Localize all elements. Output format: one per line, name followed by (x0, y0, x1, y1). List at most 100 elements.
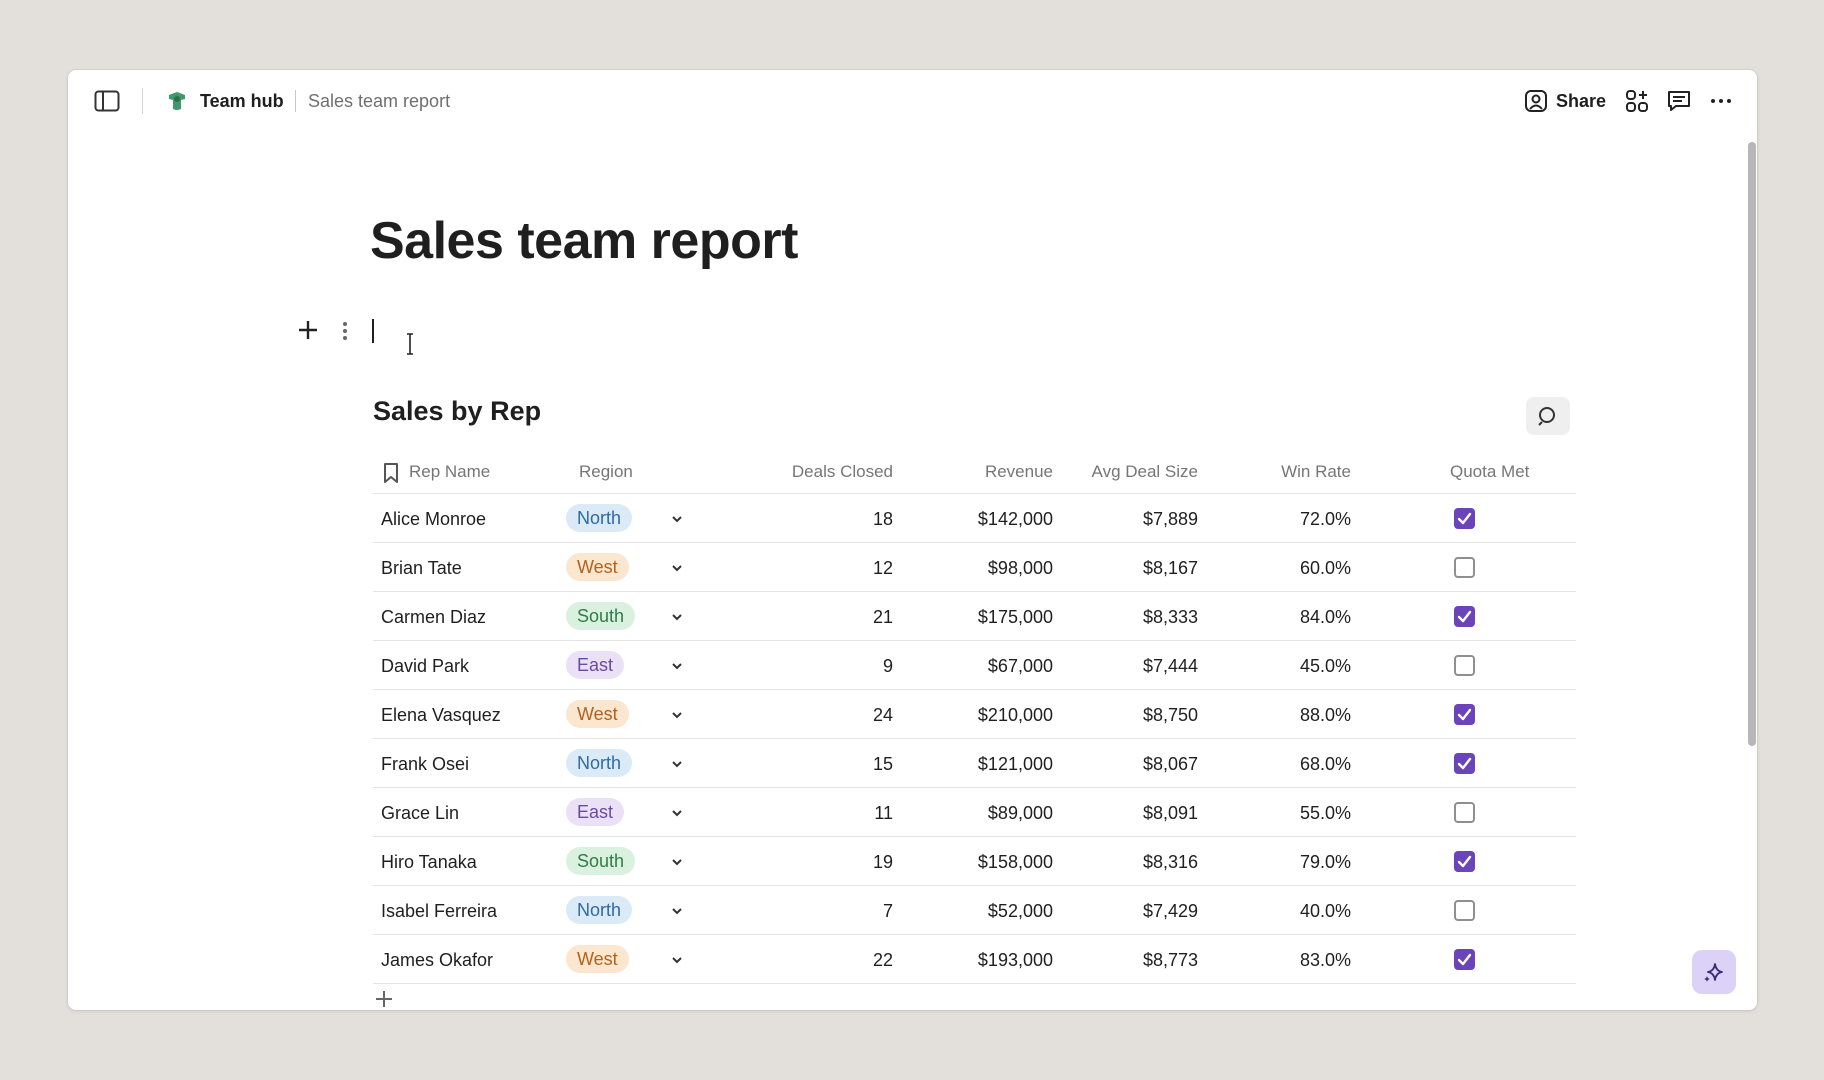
table-row[interactable]: Frank Osei North 15 $121,000 $8,067 68.0% (373, 739, 1576, 788)
revenue-cell[interactable]: $193,000 (977, 950, 1053, 970)
rep-name-cell[interactable]: Alice Monroe (381, 509, 487, 529)
deals-closed-cell[interactable]: 7 (882, 901, 893, 921)
table-search-button[interactable] (1526, 397, 1570, 435)
region-tag[interactable]: West (566, 553, 629, 581)
avg-deal-size-cell[interactable]: $8,067 (1142, 754, 1198, 774)
revenue-cell[interactable]: $98,000 (987, 558, 1053, 578)
comment-icon[interactable] (1666, 88, 1692, 114)
chevron-down-icon[interactable] (670, 512, 684, 526)
win-rate-cell[interactable]: 40.0% (1299, 901, 1351, 921)
win-rate-cell[interactable]: 88.0% (1299, 705, 1351, 725)
chevron-down-icon[interactable] (670, 806, 684, 820)
revenue-cell[interactable]: $89,000 (987, 803, 1053, 823)
rep-name-cell[interactable]: David Park (381, 656, 470, 676)
revenue-cell[interactable]: $121,000 (977, 754, 1053, 774)
table-row[interactable]: Alice Monroe North 18 $142,000 $7,889 72.0% (373, 494, 1576, 543)
column-header-deals-closed[interactable]: Deals Closed (791, 462, 893, 481)
region-tag[interactable]: East (566, 798, 625, 826)
quota-met-checkbox[interactable] (1454, 753, 1475, 774)
win-rate-cell[interactable]: 60.0% (1299, 558, 1351, 578)
chevron-down-icon[interactable] (670, 708, 684, 722)
column-header-avg-deal-size[interactable]: Avg Deal Size (1091, 462, 1198, 481)
quota-met-checkbox[interactable] (1454, 655, 1475, 676)
share-button[interactable]: Share (1524, 86, 1606, 116)
quota-met-checkbox[interactable] (1454, 900, 1475, 921)
breadcrumb-current-page[interactable]: Sales team report (308, 91, 451, 111)
text-caret[interactable] (372, 319, 374, 343)
rep-name-cell[interactable]: Carmen Diaz (381, 607, 487, 627)
rep-name-cell[interactable]: Brian Tate (381, 558, 462, 578)
quota-met-checkbox[interactable] (1454, 557, 1475, 578)
chevron-down-icon[interactable] (670, 855, 684, 869)
win-rate-cell[interactable]: 84.0% (1299, 607, 1351, 627)
win-rate-cell[interactable]: 68.0% (1299, 754, 1351, 774)
revenue-cell[interactable]: $67,000 (987, 656, 1053, 676)
region-tag[interactable]: West (566, 700, 629, 728)
region-tag[interactable]: North (566, 504, 633, 532)
deals-closed-cell[interactable]: 22 (872, 950, 893, 970)
deals-closed-cell[interactable]: 11 (874, 803, 893, 823)
table-row[interactable]: Brian Tate West 12 $98,000 $8,167 60.0% (373, 543, 1576, 592)
avg-deal-size-cell[interactable]: $8,773 (1142, 950, 1198, 970)
avg-deal-size-cell[interactable]: $8,333 (1142, 607, 1198, 627)
rep-name-cell[interactable]: Hiro Tanaka (381, 852, 477, 872)
quota-met-checkbox[interactable] (1454, 851, 1475, 872)
region-tag[interactable]: West (566, 945, 629, 973)
column-header-revenue[interactable]: Revenue (984, 462, 1053, 481)
chevron-down-icon[interactable] (670, 561, 684, 575)
region-tag[interactable]: North (566, 749, 633, 777)
region-tag[interactable]: South (566, 847, 636, 875)
rep-name-cell[interactable]: Isabel Ferreira (381, 901, 498, 921)
avg-deal-size-cell[interactable]: $8,091 (1142, 803, 1198, 823)
avg-deal-size-cell[interactable]: $8,316 (1142, 852, 1198, 872)
apps-grid-icon[interactable] (1624, 88, 1650, 114)
quota-met-checkbox[interactable] (1454, 606, 1475, 627)
more-horizontal-icon[interactable] (1708, 88, 1734, 114)
deals-closed-cell[interactable]: 15 (872, 754, 893, 774)
column-header-rep-name[interactable]: Rep Name (409, 462, 491, 481)
table-row[interactable]: David Park East 9 $67,000 $7,444 45.0% (373, 641, 1576, 690)
win-rate-cell[interactable]: 83.0% (1299, 950, 1351, 970)
region-tag[interactable]: North (566, 896, 633, 924)
deals-closed-cell[interactable]: 18 (872, 509, 893, 529)
revenue-cell[interactable]: $175,000 (977, 607, 1053, 627)
rep-name-cell[interactable]: Frank Osei (381, 754, 470, 774)
revenue-cell[interactable]: $52,000 (987, 901, 1053, 921)
chevron-down-icon[interactable] (670, 757, 684, 771)
region-tag[interactable]: East (566, 651, 625, 679)
table-row[interactable]: Isabel Ferreira North 7 $52,000 $7,429 40.0% (373, 886, 1576, 935)
win-rate-cell[interactable]: 72.0% (1299, 509, 1351, 529)
scrollbar-thumb[interactable] (1748, 142, 1756, 746)
column-header-win-rate[interactable]: Win Rate (1281, 462, 1351, 481)
breadcrumb-team-hub[interactable]: Team hub (200, 91, 284, 111)
avg-deal-size-cell[interactable]: $8,750 (1142, 705, 1198, 725)
chevron-down-icon[interactable] (670, 953, 684, 967)
avg-deal-size-cell[interactable]: $7,889 (1142, 509, 1198, 529)
rep-name-cell[interactable]: Elena Vasquez (381, 705, 501, 725)
deals-closed-cell[interactable]: 21 (872, 607, 893, 627)
column-header-quota-met[interactable]: Quota Met (1450, 462, 1530, 481)
quota-met-checkbox[interactable] (1454, 508, 1475, 529)
win-rate-cell[interactable]: 55.0% (1299, 803, 1351, 823)
region-tag[interactable]: South (566, 602, 636, 630)
table-row[interactable]: Hiro Tanaka South 19 $158,000 $8,316 79.0% (373, 837, 1576, 886)
chevron-down-icon[interactable] (670, 904, 684, 918)
table-row[interactable]: Grace Lin East 11 $89,000 $8,091 55.0% (373, 788, 1576, 837)
table-row[interactable]: Carmen Diaz South 21 $175,000 $8,333 84.0% (373, 592, 1576, 641)
quota-met-checkbox[interactable] (1454, 949, 1475, 970)
revenue-cell[interactable]: $210,000 (977, 705, 1053, 725)
plus-icon[interactable] (296, 318, 320, 342)
chevron-down-icon[interactable] (670, 659, 684, 673)
quota-met-checkbox[interactable] (1454, 802, 1475, 823)
quota-met-checkbox[interactable] (1454, 704, 1475, 725)
chevron-down-icon[interactable] (670, 610, 684, 624)
avg-deal-size-cell[interactable]: $8,167 (1142, 558, 1198, 578)
rep-name-cell[interactable]: Grace Lin (381, 803, 460, 823)
ai-assistant-button[interactable] (1692, 950, 1736, 994)
revenue-cell[interactable]: $142,000 (977, 509, 1053, 529)
add-row-plus-icon[interactable] (375, 990, 393, 1008)
deals-closed-cell[interactable]: 19 (872, 852, 893, 872)
sidebar-toggle-icon[interactable] (94, 90, 120, 112)
win-rate-cell[interactable]: 79.0% (1299, 852, 1351, 872)
column-header-region[interactable]: Region (579, 462, 633, 481)
